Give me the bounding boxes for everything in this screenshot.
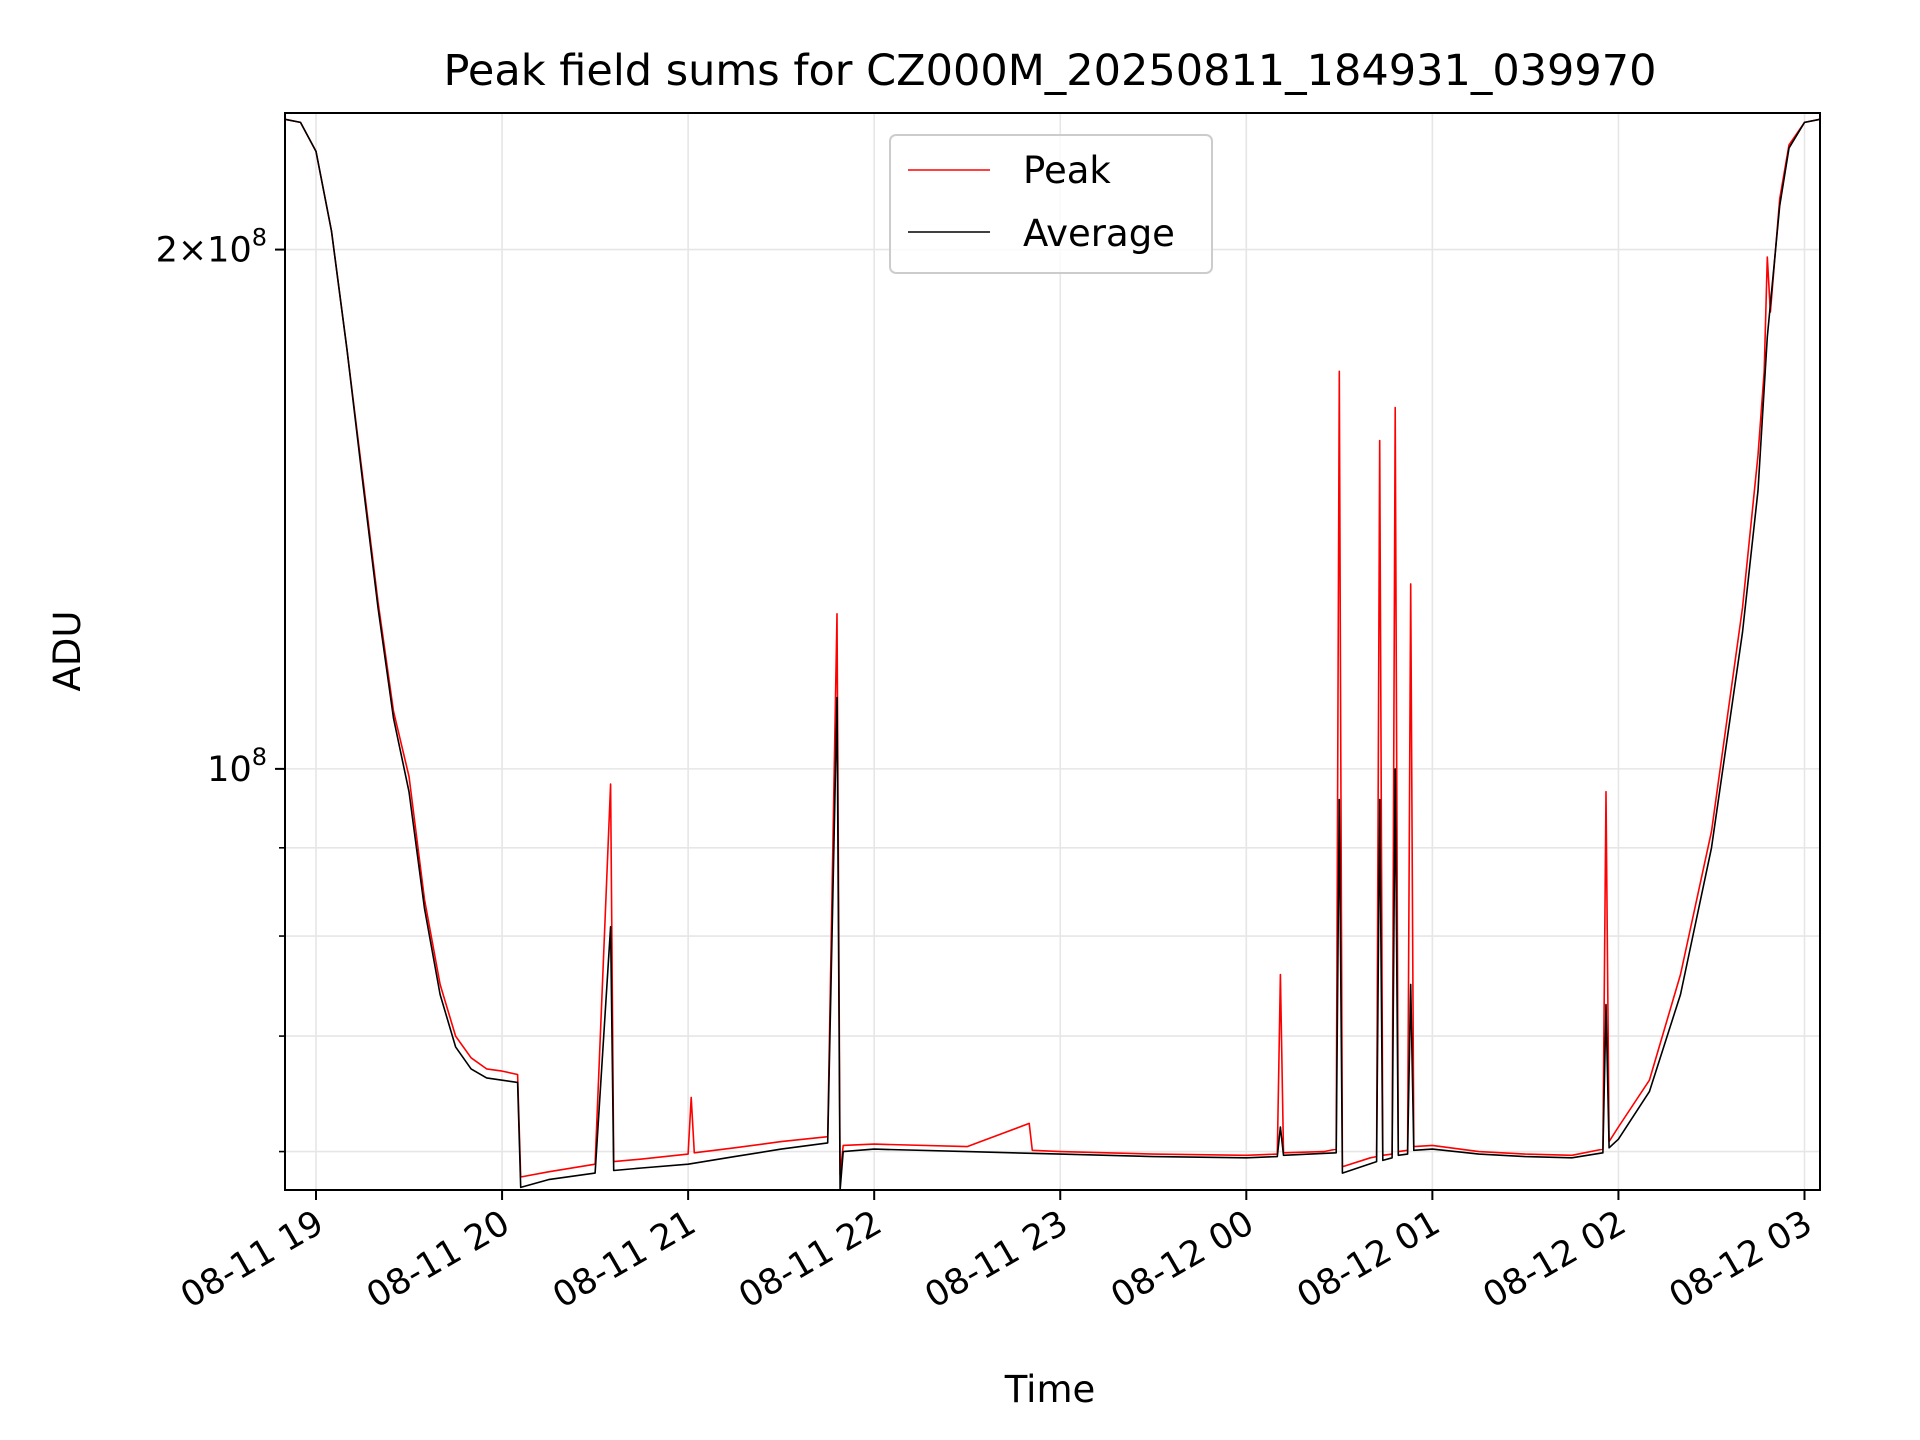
series-line-average — [284, 118, 1821, 1191]
x-axis-label: Time — [1004, 1368, 1096, 1411]
series-group — [284, 118, 1821, 1191]
plot-frame — [284, 112, 1821, 1191]
legend-label-peak: Peak — [1023, 149, 1111, 192]
y-axis-label: ADU — [46, 611, 89, 692]
legend-label-average: Average — [1023, 212, 1175, 255]
y-axis: 108 2×108 — [156, 224, 285, 1153]
y-tick-label: 108 — [207, 743, 267, 790]
y-tick-label: 2×108 — [156, 224, 267, 271]
legend: Peak Average — [889, 134, 1213, 274]
series-line-peak — [284, 118, 1821, 1178]
chart-title: Peak field sums for CZ000M_20250811_1849… — [444, 46, 1657, 96]
